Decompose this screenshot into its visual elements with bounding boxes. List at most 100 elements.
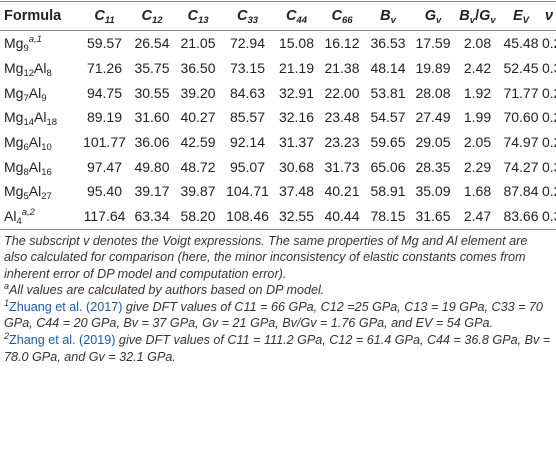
cell-value: 73.15 xyxy=(229,60,266,77)
table-row: Mg12Al8 71.26 35.75 36.50 73.15 21.19 21.38 48.… xyxy=(0,56,556,81)
col-header-ev: EV xyxy=(512,8,529,26)
col-header-bv-gv: Bv/Gv xyxy=(459,8,496,26)
cell-value: 97.47 xyxy=(86,158,123,175)
cell-formula: Mg6Al10 xyxy=(4,134,52,154)
header-rule xyxy=(0,30,556,31)
footnote-intro: The subscript v denotes the Voigt expres… xyxy=(4,233,528,281)
cell-value: 95.07 xyxy=(229,158,266,175)
cell-value: 74.97 xyxy=(503,134,539,151)
col-header-c33: C33 xyxy=(236,8,259,26)
table-row: Mg7Al9 94.75 30.55 39.20 84.63 32.91 22.00 53.8… xyxy=(0,80,556,105)
cell-value: 32.16 xyxy=(278,109,315,126)
elastic-constants-table: Formula C11 C12 C13 C33 C44 C66 Bv Gv Bv… xyxy=(0,2,556,229)
top-rule xyxy=(0,1,556,2)
cell-value: 0.32 xyxy=(542,60,556,77)
cell-value: 0.31 xyxy=(542,158,556,175)
cell-value: 28.35 xyxy=(415,158,451,175)
cell-value: 65.06 xyxy=(370,158,406,175)
col-header-c12: C12 xyxy=(141,8,163,26)
cell-value: 104.71 xyxy=(226,183,269,200)
col-header-formula: Formula xyxy=(4,8,62,24)
cell-value: 0.29 xyxy=(542,35,556,52)
cell-value: 39.87 xyxy=(180,183,216,200)
footnote-1: 1Zhuang et al. (2017) give DFT values of… xyxy=(4,297,543,331)
cell-value: 0.28 xyxy=(542,109,556,126)
cell-value: 49.80 xyxy=(134,158,170,175)
cell-value: 16.12 xyxy=(324,35,360,52)
cell-formula: Mg14Al18 xyxy=(4,109,58,129)
cell-value: 59.65 xyxy=(370,134,406,151)
table-row: Mg6Al10 101.77 36.06 42.59 92.14 31.37 23.23 59… xyxy=(0,130,556,155)
cell-value: 23.23 xyxy=(324,134,360,151)
cell-value: 37.48 xyxy=(278,183,315,200)
citation-link-zhuang[interactable]: Zhuang et al. (2017) xyxy=(9,299,123,314)
cell-value: 58.20 xyxy=(180,208,216,225)
cell-value: 0.28 xyxy=(542,84,556,101)
cell-value: 71.77 xyxy=(503,84,539,101)
cell-formula: Al4a,2 xyxy=(4,207,35,228)
cell-value: 32.55 xyxy=(278,208,315,225)
cell-value: 28.08 xyxy=(415,84,451,101)
table-footnotes: The subscript v denotes the Voigt expres… xyxy=(0,230,556,366)
cell-value: 54.57 xyxy=(370,109,406,126)
cell-value: 48.72 xyxy=(180,158,216,175)
footnote-a: aAll values are calculated by authors ba… xyxy=(4,281,325,298)
cell-value: 40.21 xyxy=(324,183,360,200)
cell-value: 71.26 xyxy=(86,60,123,77)
cell-formula: Mg7Al9 xyxy=(4,84,47,104)
cell-value: 19.89 xyxy=(415,60,451,77)
cell-value: 95.40 xyxy=(86,183,123,200)
cell-value: 17.59 xyxy=(415,35,451,52)
table-row: Mg9a,1 59.57 26.54 21.05 72.94 15.08 16.12 36.5… xyxy=(0,31,556,56)
cell-value: 21.38 xyxy=(324,60,360,77)
cell-value: 31.73 xyxy=(324,158,360,175)
bottom-rule xyxy=(0,228,556,230)
cell-value: 31.65 xyxy=(415,208,451,225)
cell-value: 2.47 xyxy=(463,208,492,225)
cell-value: 0.25 xyxy=(542,183,556,200)
table-row: Mg5Al27 95.40 39.17 39.87 104.71 37.48 40.21 58… xyxy=(0,179,556,204)
cell-value: 15.08 xyxy=(278,35,315,52)
cell-value: 36.50 xyxy=(180,60,216,77)
cell-formula: Mg9a,1 xyxy=(4,34,42,55)
cell-value: 2.05 xyxy=(463,134,492,151)
cell-value: 72.94 xyxy=(229,35,266,52)
cell-value: 92.14 xyxy=(229,134,266,151)
citation-link-zhang[interactable]: Zhang et al. (2019) xyxy=(9,333,116,348)
cell-value: 1.92 xyxy=(463,84,492,101)
cell-value: 83.66 xyxy=(503,208,539,225)
header-row: Formula C11 C12 C13 C33 C44 C66 Bv Gv Bv… xyxy=(0,2,556,30)
cell-value: 48.14 xyxy=(370,60,406,77)
cell-value: 31.37 xyxy=(278,134,315,151)
cell-formula: Mg5Al27 xyxy=(4,183,52,203)
cell-value: 0.29 xyxy=(542,134,556,151)
cell-value: 21.05 xyxy=(180,35,216,52)
cell-value: 70.60 xyxy=(503,109,539,126)
cell-value: 94.75 xyxy=(86,84,123,101)
cell-value: 35.75 xyxy=(134,60,170,77)
col-header-c66: C66 xyxy=(331,8,353,26)
cell-value: 101.77 xyxy=(83,134,126,151)
col-header-poisson: ν xyxy=(544,8,554,24)
cell-value: 26.54 xyxy=(134,35,170,52)
footnote-2: 2Zhang et al. (2019) give DFT values of … xyxy=(4,331,551,364)
cell-value: 39.17 xyxy=(134,183,170,200)
cell-value: 22.00 xyxy=(324,84,360,101)
cell-value: 30.55 xyxy=(134,84,170,101)
cell-value: 53.81 xyxy=(370,84,406,101)
cell-value: 2.29 xyxy=(463,158,492,175)
cell-value: 84.63 xyxy=(229,84,266,101)
cell-value: 29.05 xyxy=(415,134,451,151)
cell-value: 21.19 xyxy=(278,60,315,77)
col-header-c13: C13 xyxy=(187,8,209,26)
cell-value: 36.53 xyxy=(370,35,406,52)
col-header-c44: C44 xyxy=(285,8,308,26)
cell-value: 23.48 xyxy=(324,109,360,126)
cell-value: 0.32 xyxy=(542,208,556,225)
cell-value: 31.60 xyxy=(134,109,170,126)
col-header-bv: Bv xyxy=(380,8,396,26)
cell-value: 40.27 xyxy=(180,109,216,126)
cell-value: 36.06 xyxy=(134,134,170,151)
cell-value: 2.42 xyxy=(463,60,492,77)
cell-formula: Mg12Al8 xyxy=(4,60,52,80)
